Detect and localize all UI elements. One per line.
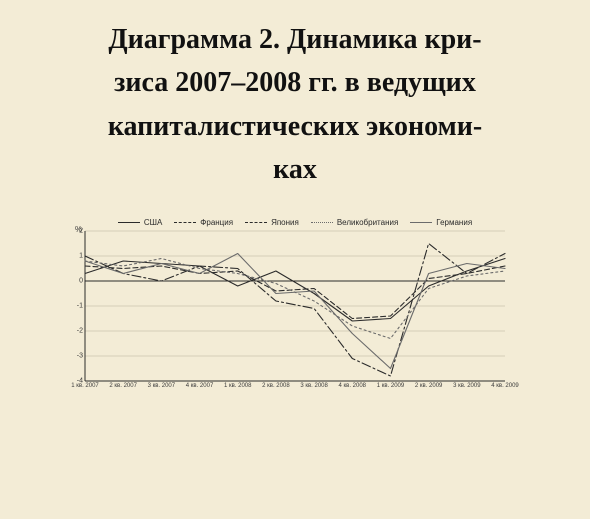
x-tick: 3 кв. 2008 (300, 383, 328, 389)
legend-label-usa: США (144, 218, 162, 227)
y-ticks: -4-3-2-1012 (73, 231, 83, 381)
legend-swatch-germany (410, 222, 432, 223)
legend-item-uk: Великобритания (311, 218, 398, 227)
legend-swatch-usa (118, 222, 140, 223)
legend-swatch-uk (311, 222, 333, 223)
legend-item-usa: США (118, 218, 162, 227)
series-germany (85, 253, 505, 368)
legend-item-france: Франция (174, 218, 233, 227)
legend-label-germany: Германия (436, 218, 472, 227)
x-tick: 2 кв. 2008 (262, 383, 290, 389)
chart-plot-area: % -4-3-2-1012 1 кв. 20072 кв. 20073 кв. … (85, 231, 505, 381)
legend-swatch-japan (245, 222, 267, 223)
legend-swatch-france (174, 222, 196, 223)
y-tick: 1 (69, 252, 83, 259)
x-tick: 3 кв. 2007 (148, 383, 176, 389)
x-tick: 4 кв. 2008 (339, 383, 367, 389)
y-tick: -3 (69, 352, 83, 359)
legend-label-uk: Великобритания (337, 218, 398, 227)
legend-item-germany: Германия (410, 218, 472, 227)
chart-legend: США Франция Япония Великобритания Германия (118, 218, 472, 227)
x-tick: 1 кв. 2007 (71, 383, 99, 389)
y-tick: 2 (69, 227, 83, 234)
y-tick: -1 (69, 302, 83, 309)
x-tick: 1 кв. 2009 (377, 383, 405, 389)
x-tick: 3 кв. 2009 (453, 383, 481, 389)
chart-svg (85, 231, 505, 381)
y-tick: 0 (69, 277, 83, 284)
crisis-chart: США Франция Япония Великобритания Германия %… (65, 218, 525, 381)
legend-label-france: Франция (200, 218, 233, 227)
x-ticks: 1 кв. 20072 кв. 20073 кв. 20074 кв. 2007… (85, 383, 505, 395)
legend-label-japan: Япония (271, 218, 299, 227)
page-title: Диаграмма 2. Динамика кри-зиса 2007–2008… (30, 18, 560, 192)
x-tick: 4 кв. 2007 (186, 383, 214, 389)
x-tick: 2 кв. 2009 (415, 383, 443, 389)
y-tick: -2 (69, 327, 83, 334)
x-tick: 2 кв. 2007 (109, 383, 137, 389)
x-tick: 1 кв. 2008 (224, 383, 252, 389)
page: Диаграмма 2. Динамика кри-зиса 2007–2008… (0, 0, 590, 519)
legend-item-japan: Япония (245, 218, 299, 227)
x-tick: 4 кв. 2009 (491, 383, 519, 389)
